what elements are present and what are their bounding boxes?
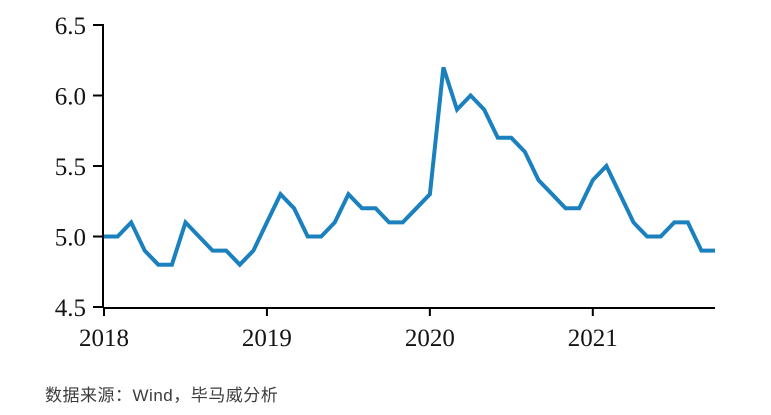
- x-axis-tick-label: 2021: [568, 325, 618, 352]
- unemployment-rate-series-line: [104, 66, 715, 268]
- y-axis-tick-label: 5.5: [55, 154, 86, 181]
- x-axis-tick-label: 2018: [79, 325, 129, 352]
- data-source-note: 数据来源：Wind，毕马威分析: [45, 386, 279, 405]
- y-axis-tick-label: 5.0: [55, 225, 86, 252]
- y-axis-tick-label: 6.5: [55, 13, 86, 40]
- y-axis-tick-label: 4.5: [55, 295, 86, 322]
- y-axis-tick-label: 6.0: [55, 84, 86, 111]
- x-axis-tick-label: 2020: [405, 325, 455, 352]
- x-axis-tick-label: 2019: [242, 325, 292, 352]
